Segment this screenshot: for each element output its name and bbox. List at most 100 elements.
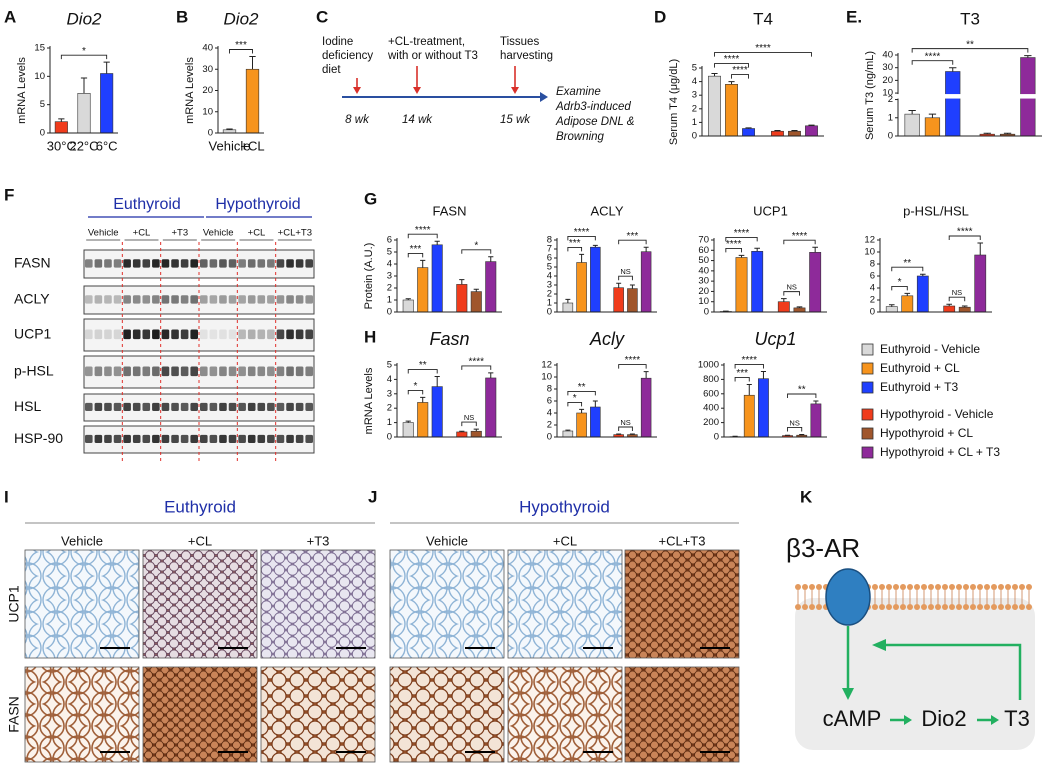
blot-band bbox=[276, 295, 285, 304]
legend-swatch bbox=[861, 362, 874, 375]
bar bbox=[751, 251, 764, 313]
significance-label: * bbox=[82, 46, 86, 57]
lipid-head bbox=[879, 604, 885, 610]
row-label: UCP1 bbox=[6, 585, 22, 623]
panel-label: C bbox=[316, 7, 328, 26]
blot-band bbox=[219, 434, 227, 444]
y-axis-label: Protein (A.U.) bbox=[363, 243, 375, 310]
significance-label: NS bbox=[620, 267, 630, 276]
blot-band bbox=[190, 295, 198, 304]
lipid-head bbox=[893, 584, 899, 590]
lane-label: Vehicle bbox=[88, 228, 119, 239]
bar bbox=[924, 117, 941, 137]
y-tick-label: 7 bbox=[547, 244, 552, 255]
y-tick-label: 4 bbox=[547, 271, 552, 282]
lane-label: +CL bbox=[133, 228, 151, 239]
blot-row-label: HSL bbox=[14, 398, 41, 414]
event-text: with or without T3 bbox=[387, 50, 478, 62]
lipid-head bbox=[1019, 584, 1025, 590]
blot-band bbox=[171, 366, 179, 377]
blot-band bbox=[267, 259, 275, 268]
blot-band bbox=[247, 402, 256, 412]
error-bar bbox=[754, 247, 760, 252]
blot-band bbox=[267, 295, 275, 304]
arrowhead bbox=[842, 688, 854, 700]
chart-title: T4 bbox=[753, 9, 773, 28]
micrograph bbox=[389, 666, 505, 763]
bar bbox=[485, 377, 497, 438]
blot-band bbox=[286, 366, 294, 377]
y-tick-label: 10 bbox=[698, 296, 709, 307]
axis-break bbox=[896, 94, 900, 99]
blot-band bbox=[209, 295, 218, 304]
significance-bracket bbox=[229, 49, 253, 54]
significance-bracket bbox=[407, 233, 438, 239]
significance-label: *** bbox=[569, 238, 581, 249]
blot-band bbox=[286, 259, 294, 268]
y-tick-label: 0 bbox=[387, 432, 392, 443]
blot-band bbox=[171, 402, 179, 412]
blot-band bbox=[295, 366, 304, 377]
y-tick-label: 6 bbox=[547, 396, 552, 407]
axis bbox=[396, 363, 502, 438]
error-bar bbox=[746, 383, 752, 396]
blot-band bbox=[200, 329, 208, 340]
significance-bracket bbox=[407, 389, 424, 395]
western-header: Euthyroid Hypothyroid bbox=[88, 196, 312, 218]
error-bar bbox=[420, 259, 426, 268]
event-arrows bbox=[356, 66, 516, 89]
blot-band bbox=[142, 366, 151, 377]
blot-band bbox=[219, 329, 227, 340]
micrograph bbox=[507, 666, 623, 763]
y-tick-label: 6 bbox=[387, 235, 392, 246]
axis bbox=[49, 46, 118, 134]
y-tick-label: 2 bbox=[870, 295, 875, 306]
event-time: 15 wk bbox=[500, 114, 531, 126]
blot-band bbox=[209, 259, 218, 268]
lipid-head bbox=[970, 604, 976, 610]
lane-label: +CL bbox=[248, 228, 266, 239]
blot-band bbox=[171, 434, 179, 444]
event-time: 8 wk bbox=[345, 114, 370, 126]
bar bbox=[743, 394, 755, 438]
y-axis-label: Serum T3 (ng/mL) bbox=[864, 51, 876, 140]
bar bbox=[431, 386, 443, 438]
significance-label: ** bbox=[798, 385, 806, 396]
significance-bracket bbox=[618, 239, 647, 245]
legend-label: Hypothyroid + CL + T3 bbox=[880, 445, 1000, 459]
blot-band bbox=[161, 329, 170, 340]
blot-band bbox=[94, 402, 103, 412]
blot-band bbox=[238, 366, 246, 377]
lipid-head bbox=[956, 584, 962, 590]
blot-band bbox=[267, 329, 275, 340]
significance-label: *** bbox=[736, 368, 748, 379]
micrograph bbox=[24, 549, 140, 659]
lipid-head bbox=[1026, 584, 1032, 590]
bar bbox=[904, 113, 920, 137]
bar bbox=[431, 244, 443, 313]
y-tick-label: 2 bbox=[387, 283, 392, 294]
micrograph bbox=[142, 666, 258, 763]
legend-label: Euthyroid + CL bbox=[880, 361, 960, 375]
y-tick-label: 10 bbox=[202, 106, 213, 117]
y-tick-label: 8 bbox=[870, 259, 875, 270]
y-tick-label: 2 bbox=[547, 289, 552, 300]
y-tick-label: 50 bbox=[698, 255, 709, 266]
lipid-head bbox=[970, 584, 976, 590]
y-tick-label: 0 bbox=[40, 128, 45, 139]
error-bar bbox=[226, 128, 233, 130]
blot-band bbox=[228, 295, 237, 304]
error-bar bbox=[813, 400, 819, 404]
blot-band bbox=[228, 329, 237, 340]
error-bar bbox=[961, 305, 968, 308]
lipid-head bbox=[942, 584, 948, 590]
bar bbox=[576, 262, 587, 313]
legend-label: Hypothyroid + CL bbox=[880, 426, 973, 440]
error-bar bbox=[616, 282, 622, 288]
lipid-head bbox=[816, 604, 822, 610]
receptor-label: β3-AR bbox=[786, 533, 860, 563]
panel-label: D bbox=[654, 7, 666, 26]
y-tick-label: 2 bbox=[387, 403, 392, 414]
